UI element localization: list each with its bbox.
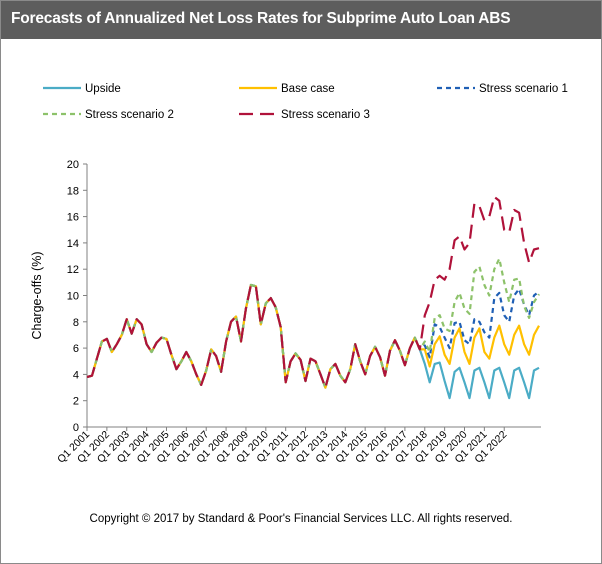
y-tick-label: 2 [73, 396, 79, 408]
y-tick-label: 16 [67, 212, 79, 224]
y-axis-title: Charge-offs (%) [30, 252, 44, 340]
series-line-5 [86, 195, 540, 389]
y-tick-label: 14 [67, 238, 79, 250]
series-line-1 [86, 283, 540, 400]
series-line-2 [86, 283, 540, 389]
line-chart: Upside Base case Stress scenario 1 Stress s… [30, 83, 568, 466]
y-tick-label: 20 [67, 159, 79, 171]
y-tick-label: 18 [67, 185, 79, 197]
y-tick-label: 12 [67, 264, 79, 276]
legend-label-5: Stress scenario 3 [281, 109, 370, 121]
y-tick-label: 10 [67, 291, 79, 303]
chart-title: Forecasts of Annualized Net Loss Rates f… [11, 10, 511, 27]
y-tick-label: 6 [73, 343, 79, 355]
legend-label-1: Upside [85, 83, 121, 95]
series-line-4 [86, 257, 540, 389]
y-tick-label: 4 [73, 369, 79, 381]
legend-label-3: Stress scenario 1 [479, 83, 568, 95]
title-bar: Forecasts of Annualized Net Loss Rates f… [1, 1, 601, 39]
legend-label-2: Base case [281, 83, 335, 95]
series-line-3 [86, 283, 540, 389]
chart-area: Upside Base case Stress scenario 1 Stress s… [1, 39, 601, 563]
y-tick-label: 8 [73, 317, 79, 329]
legend-label-4: Stress scenario 2 [85, 109, 174, 121]
copyright-text: Copyright © 2017 by Standard & Poor's Fi… [89, 513, 513, 525]
y-tick-label: 0 [73, 422, 79, 434]
